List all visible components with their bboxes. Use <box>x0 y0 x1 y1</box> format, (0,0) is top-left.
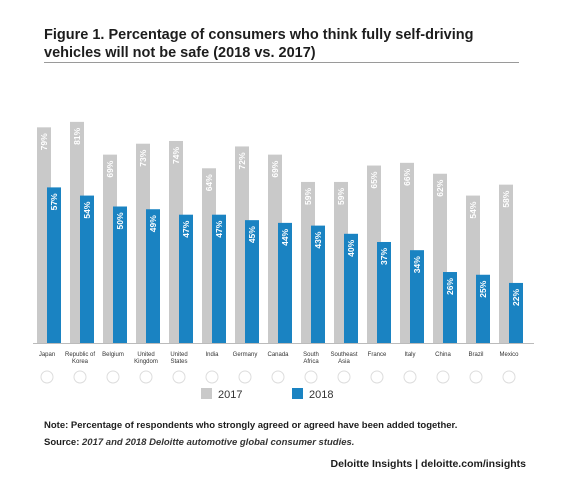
bar-2018-8 <box>311 225 325 343</box>
country-flag-icon-7 <box>271 370 285 384</box>
data-label-2017-3: 73% <box>138 149 148 166</box>
category-label-13: Brazil <box>468 352 483 358</box>
bar-2018-6 <box>245 220 259 343</box>
data-label-2017-8: 59% <box>303 187 313 204</box>
country-flag-icon-12 <box>436 370 450 384</box>
footer-credit: Deloitte Insights | deloitte.com/insight… <box>330 458 526 470</box>
data-label-2018-3: 49% <box>148 215 158 232</box>
bar-2018-3 <box>146 209 160 343</box>
category-label-7: Canada <box>267 352 289 358</box>
bar-2018-2 <box>113 206 127 343</box>
country-flag-icon-5 <box>205 370 219 384</box>
bar-2018-11 <box>410 250 424 343</box>
data-label-2018-2: 50% <box>115 212 125 229</box>
country-flag-icon-13 <box>469 370 483 384</box>
legend-item-2017: 2017 <box>201 388 242 401</box>
category-label-2: Belgium <box>102 352 124 358</box>
country-flag-icon-10 <box>370 370 384 384</box>
data-label-2017-9: 59% <box>336 187 346 204</box>
data-label-2017-1: 81% <box>72 127 82 144</box>
category-label-1: Republic of Korea <box>65 352 95 365</box>
data-label-2018-1: 54% <box>82 201 92 218</box>
category-label-10: France <box>368 352 387 358</box>
data-label-2018-12: 26% <box>445 278 455 295</box>
bar-2018-4 <box>179 214 193 343</box>
country-flag-icon-0 <box>40 370 54 384</box>
country-flag-icon-9 <box>337 370 351 384</box>
data-label-2017-0: 79% <box>39 133 49 150</box>
source-label: Source: <box>44 437 80 448</box>
data-label-2018-4: 47% <box>181 220 191 237</box>
data-label-2018-9: 40% <box>346 239 356 256</box>
data-label-2018-13: 25% <box>478 280 488 297</box>
bar-2018-14 <box>509 282 523 343</box>
data-label-2018-11: 34% <box>412 256 422 273</box>
source-text: 2017 and 2018 Deloitte automotive global… <box>82 437 355 448</box>
country-flag-icon-11 <box>403 370 417 384</box>
data-label-2017-12: 62% <box>435 179 445 196</box>
data-label-2018-0: 57% <box>49 193 59 210</box>
data-label-2018-7: 44% <box>280 228 290 245</box>
bar-2018-10 <box>377 241 391 343</box>
category-label-6: Germany <box>233 352 258 358</box>
bar-2018-0 <box>47 187 61 343</box>
category-label-4: United States <box>170 352 187 365</box>
legend-swatch-2017 <box>201 388 212 399</box>
country-flag-icon-2 <box>106 370 120 384</box>
country-flag-icon-3 <box>139 370 153 384</box>
bar-2018-9 <box>344 233 358 343</box>
chart-title: Figure 1. Percentage of consumers who th… <box>44 27 474 61</box>
data-label-2017-5: 64% <box>204 174 214 191</box>
category-label-3: United Kingdom <box>134 352 158 365</box>
legend-item-2018: 2018 <box>292 388 333 401</box>
bar-2018-7 <box>278 222 292 343</box>
bar-chart: 79% 57% Japan 81% 54% Republic of Korea 69% 50% B… <box>33 121 534 384</box>
title-divider <box>44 62 519 63</box>
data-label-2018-10: 37% <box>379 248 389 265</box>
chart-note: Note: Percentage of respondents who stro… <box>44 420 458 431</box>
category-label-14: Mexico <box>499 352 519 358</box>
data-label-2017-13: 54% <box>468 201 478 218</box>
data-label-2017-14: 58% <box>501 190 511 207</box>
country-flag-icon-4 <box>172 370 186 384</box>
country-flag-icon-1 <box>73 370 87 384</box>
legend-swatch-2018 <box>292 388 303 399</box>
chart-source: Source: 2017 and 2018 Deloitte automotiv… <box>44 437 354 448</box>
category-label-0: Japan <box>39 352 55 358</box>
category-label-11: Italy <box>404 352 415 358</box>
category-label-9: Southeast Asia <box>330 352 357 365</box>
bar-2018-12 <box>443 272 457 343</box>
legend-label-2018: 2018 <box>309 389 334 401</box>
country-flag-icon-6 <box>238 370 252 384</box>
data-label-2018-8: 43% <box>313 231 323 248</box>
bar-2018-1 <box>80 195 94 343</box>
data-label-2017-7: 69% <box>270 160 280 177</box>
category-label-8: South Africa <box>303 352 319 365</box>
data-label-2017-6: 72% <box>237 152 247 169</box>
category-label-5: India <box>205 352 219 358</box>
data-label-2018-14: 22% <box>511 289 521 306</box>
bar-2018-5 <box>212 214 226 343</box>
category-label-12: China <box>435 352 451 358</box>
data-label-2017-10: 65% <box>369 171 379 188</box>
data-label-2018-5: 47% <box>214 220 224 237</box>
data-label-2018-6: 45% <box>247 226 257 243</box>
country-flag-icon-8 <box>304 370 318 384</box>
country-flag-icon-14 <box>502 370 516 384</box>
data-label-2017-11: 66% <box>402 168 412 185</box>
data-label-2017-4: 74% <box>171 147 181 164</box>
bar-2018-13 <box>476 274 490 343</box>
data-label-2017-2: 69% <box>105 160 115 177</box>
legend-label-2017: 2017 <box>218 389 243 401</box>
